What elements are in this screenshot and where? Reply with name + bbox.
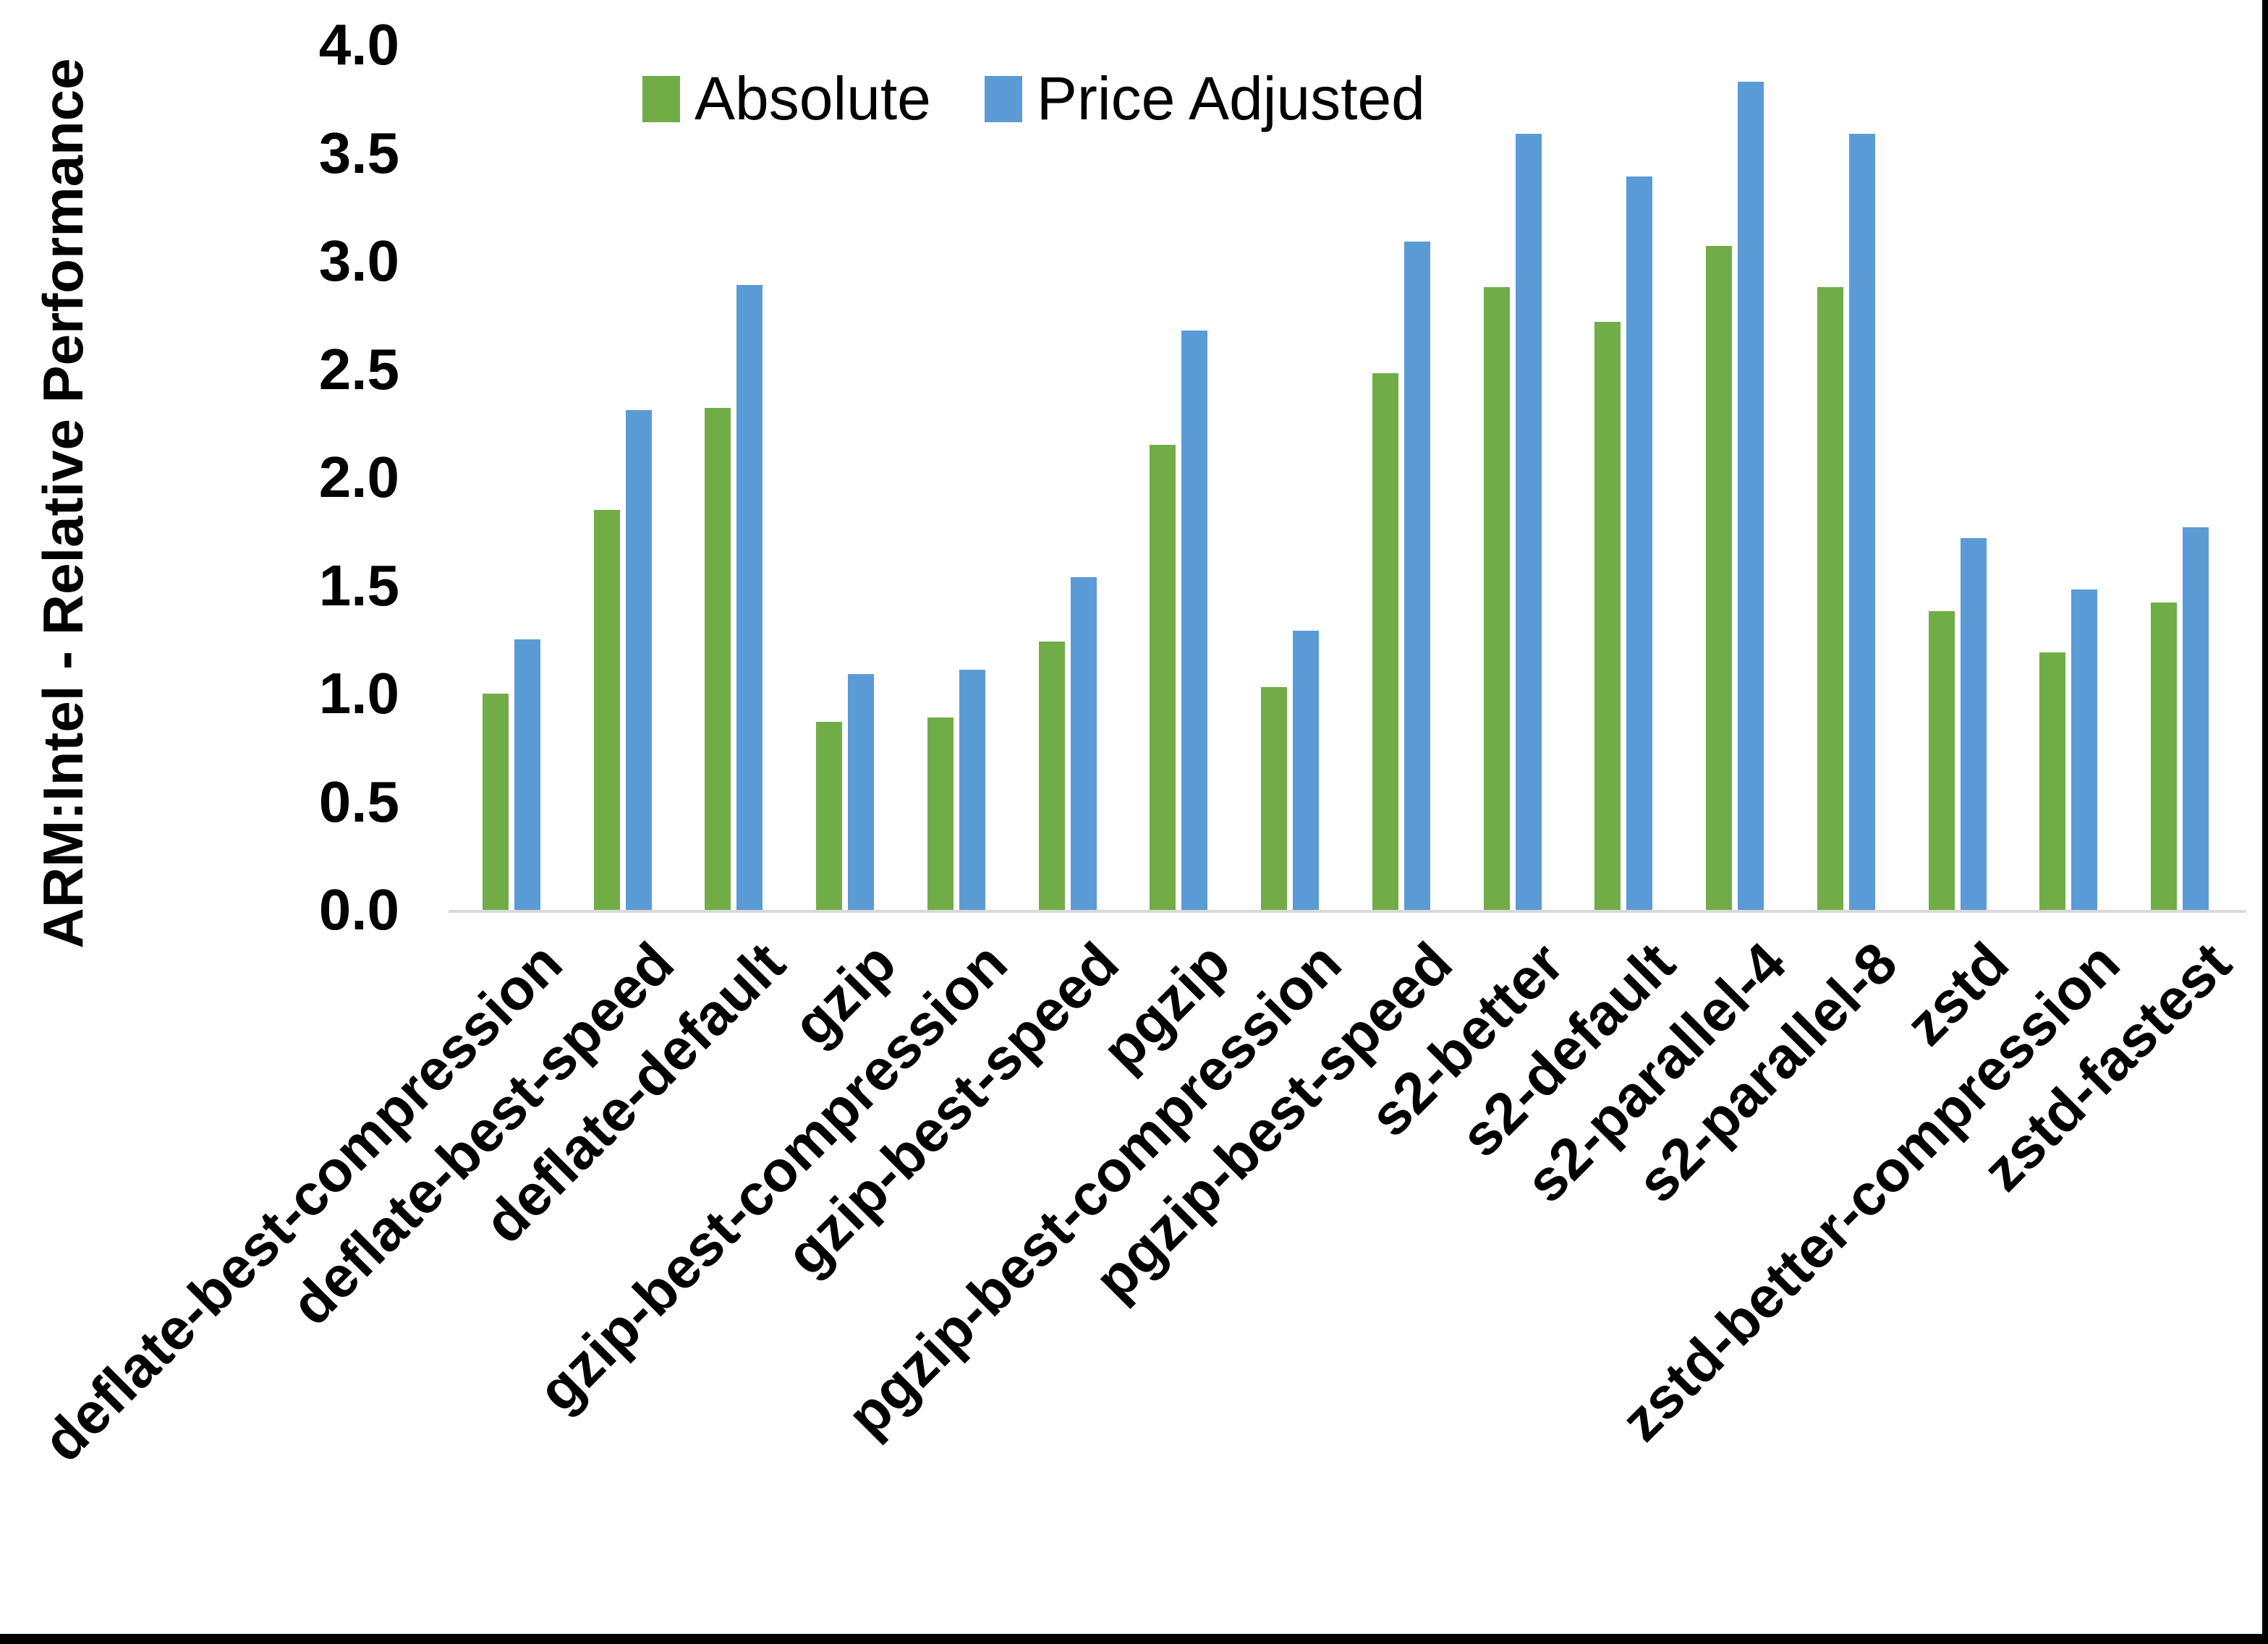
bar-price-adjusted bbox=[2183, 527, 2209, 910]
legend-label-price-adjusted: Price Adjusted bbox=[1036, 64, 1425, 132]
bar-absolute bbox=[2151, 602, 2178, 910]
bar-price-adjusted bbox=[1181, 330, 1208, 910]
bar-price-adjusted bbox=[1070, 576, 1097, 910]
bar-absolute bbox=[1038, 642, 1065, 910]
bar-price-adjusted bbox=[1738, 81, 1764, 910]
bar-price-adjusted bbox=[2071, 589, 2098, 910]
bar-absolute bbox=[927, 717, 954, 910]
bar-absolute bbox=[482, 694, 509, 910]
y-tick-label: 0.5 bbox=[318, 769, 399, 834]
x-axis-baseline bbox=[449, 910, 2246, 913]
bar-absolute bbox=[816, 721, 843, 910]
screenshot-right-border bbox=[2262, 0, 2268, 1644]
bar-absolute bbox=[705, 408, 731, 910]
y-tick-label: 2.5 bbox=[318, 336, 399, 401]
bar-absolute bbox=[1372, 373, 1398, 910]
y-tick-label: 3.5 bbox=[318, 120, 399, 185]
bar-price-adjusted bbox=[1848, 133, 1875, 910]
bar-absolute bbox=[2039, 652, 2066, 910]
legend-item-absolute: Absolute bbox=[642, 64, 931, 134]
legend: Absolute Price Adjusted bbox=[642, 64, 1425, 134]
bar-price-adjusted bbox=[1626, 176, 1653, 910]
bar-absolute bbox=[1928, 611, 1955, 910]
y-tick-label: 1.0 bbox=[318, 661, 399, 725]
bar-price-adjusted bbox=[1293, 631, 1320, 910]
y-tick-label: 3.0 bbox=[318, 229, 399, 293]
y-tick-label: 0.0 bbox=[318, 877, 399, 942]
y-tick-label: 4.0 bbox=[318, 12, 399, 77]
bar-absolute bbox=[1706, 246, 1733, 910]
legend-swatch-absolute bbox=[642, 75, 680, 122]
bar-price-adjusted bbox=[736, 284, 763, 910]
legend-item-price-adjusted: Price Adjusted bbox=[984, 64, 1425, 134]
y-axis-title: ARM:Intel - Relative Performance bbox=[31, 58, 95, 949]
bar-price-adjusted bbox=[625, 410, 652, 910]
screenshot-bottom-border bbox=[0, 1634, 2268, 1644]
bar-price-adjusted bbox=[848, 674, 875, 910]
bar-absolute bbox=[593, 509, 620, 910]
bar-price-adjusted bbox=[1403, 242, 1430, 910]
legend-label-absolute: Absolute bbox=[695, 64, 931, 132]
y-tick-label: 2.0 bbox=[318, 445, 399, 509]
bar-absolute bbox=[1150, 445, 1176, 910]
bar-absolute bbox=[1817, 286, 1843, 910]
bar-price-adjusted bbox=[959, 670, 985, 910]
bar-price-adjusted bbox=[514, 639, 540, 910]
legend-swatch-price-adjusted bbox=[984, 75, 1022, 122]
y-tick-label: 1.5 bbox=[318, 553, 399, 618]
bar-price-adjusted bbox=[1515, 133, 1542, 910]
bar-absolute bbox=[1261, 687, 1288, 910]
bar-absolute bbox=[1594, 321, 1621, 910]
bar-absolute bbox=[1483, 286, 1510, 910]
bar-price-adjusted bbox=[1960, 537, 1987, 910]
